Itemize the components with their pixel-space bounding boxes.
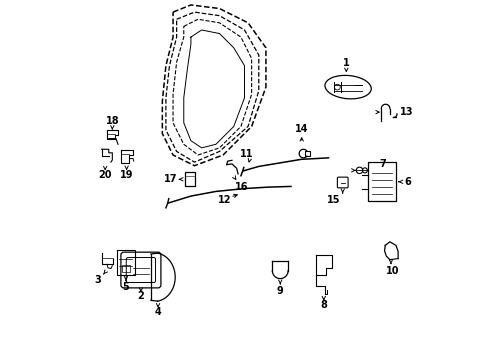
- Text: 4: 4: [154, 307, 161, 317]
- Bar: [117, 250, 135, 275]
- Text: 7: 7: [379, 159, 386, 169]
- Text: 15: 15: [326, 195, 340, 204]
- Text: 19: 19: [120, 170, 133, 180]
- Text: 20: 20: [98, 170, 112, 180]
- Text: 13: 13: [400, 107, 413, 117]
- Text: 2: 2: [137, 292, 144, 301]
- Text: 17: 17: [164, 174, 177, 184]
- Text: 11: 11: [239, 149, 252, 159]
- Text: 1: 1: [342, 58, 349, 68]
- Text: 6: 6: [404, 177, 410, 187]
- Bar: [305, 151, 309, 157]
- Bar: [185, 172, 195, 186]
- Text: 9: 9: [276, 287, 283, 296]
- Text: 16: 16: [235, 182, 248, 192]
- Text: 5: 5: [122, 282, 129, 292]
- Text: 8: 8: [320, 300, 326, 310]
- Text: 18: 18: [105, 116, 119, 126]
- Text: 10: 10: [385, 266, 398, 276]
- Bar: [122, 265, 130, 272]
- Bar: [367, 162, 395, 202]
- Text: 14: 14: [294, 124, 308, 134]
- Text: 12: 12: [218, 195, 231, 205]
- Text: 3: 3: [95, 275, 101, 285]
